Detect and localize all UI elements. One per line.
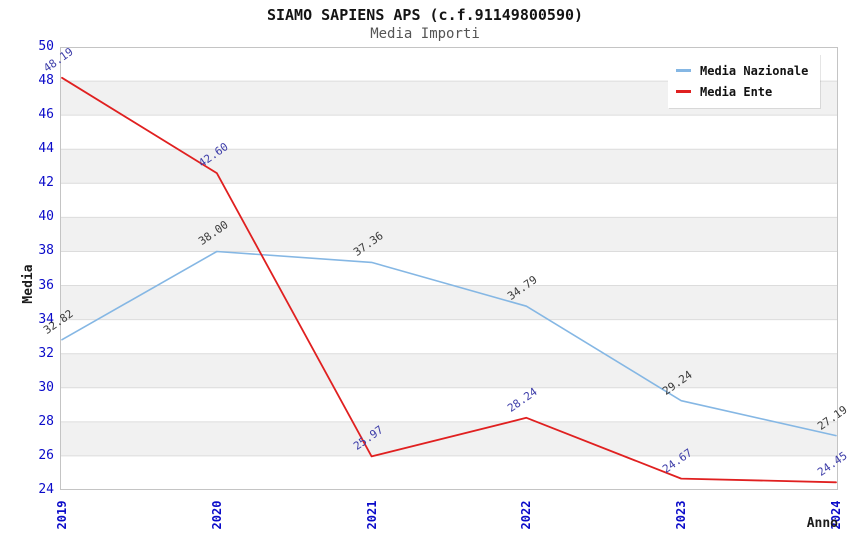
x-tick-label: 2022 (519, 500, 534, 530)
legend-line-swatch-nazionale (676, 69, 691, 72)
legend-label-ente: Media Ente (700, 84, 773, 99)
legend-line-swatch-ente (676, 90, 691, 93)
y-tick-label: 34 (38, 311, 54, 327)
x-tick-label: 2023 (674, 500, 689, 530)
y-tick-label: 40 (38, 209, 54, 225)
y-tick-label: 50 (38, 39, 54, 54)
y-tick-label: 24 (38, 482, 54, 497)
y-tick-label: 44 (38, 141, 54, 157)
legend-label-nazionale: Media Nazionale (700, 63, 809, 78)
y-tick-label: 32 (38, 345, 54, 361)
y-tick-label: 28 (38, 413, 54, 429)
y-tick-label: 30 (38, 379, 54, 395)
x-axis-title: Anno (806, 516, 838, 531)
chart-subtitle: Media Importi (370, 26, 480, 42)
plot-area (60, 47, 838, 490)
y-tick-label: 46 (38, 107, 54, 123)
y-tick-label: 38 (38, 243, 54, 259)
x-tick-label: 2019 (55, 500, 69, 530)
y-axis-title: Media (21, 264, 36, 304)
y-tick-label: 48 (38, 73, 54, 89)
legend-item-media-ente: Media Ente (676, 81, 808, 102)
y-tick-label: 42 (38, 175, 54, 191)
x-tick-label: 2020 (209, 500, 224, 530)
legend: Media Nazionale Media Ente (668, 54, 821, 108)
y-tick-label: 26 (38, 447, 54, 463)
y-tick-label: 36 (38, 277, 54, 293)
legend-item-media-nazionale: Media Nazionale (676, 60, 808, 81)
chart-title: SIAMO SAPIENS APS (c.f.91149800590) (266, 6, 584, 24)
x-tick-label: 2021 (364, 500, 379, 530)
